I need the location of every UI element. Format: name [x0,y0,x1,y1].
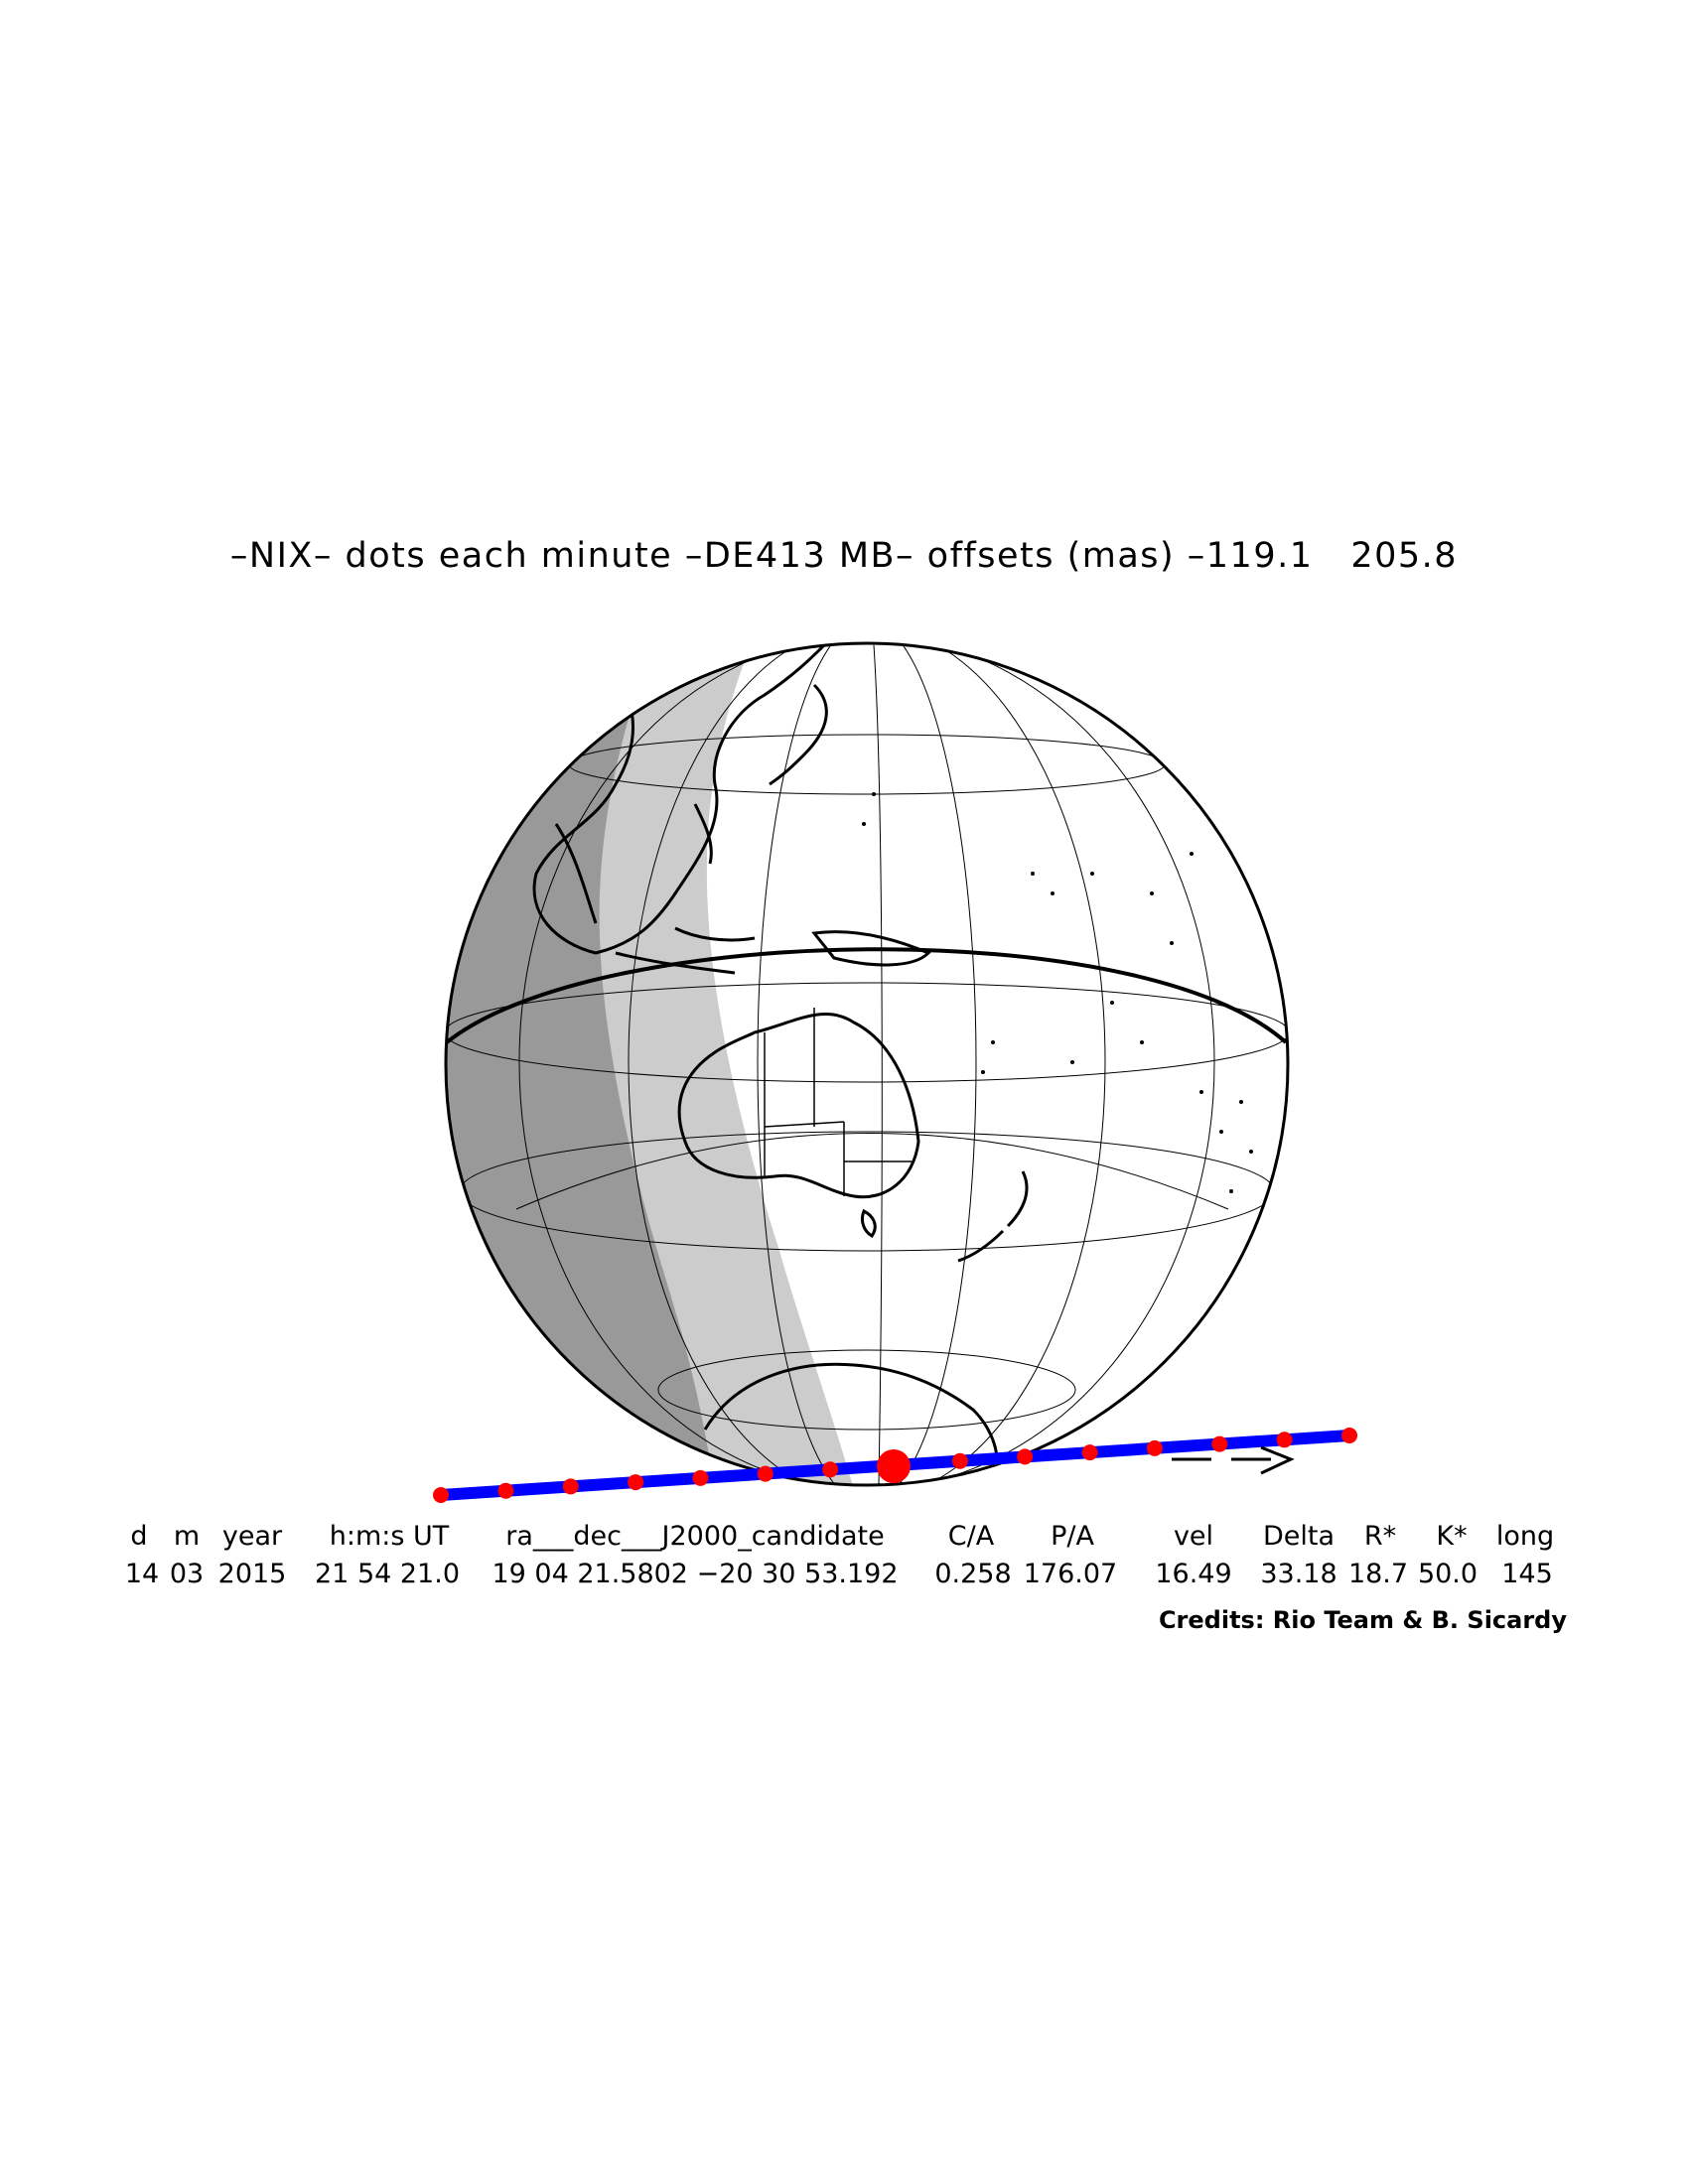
minute-dot [628,1474,644,1491]
minute-dot [1146,1439,1163,1456]
header-d: d [130,1521,148,1552]
header-vel: vel [1173,1521,1214,1552]
value-vel: 16.49 [1155,1559,1232,1589]
minute-dot [951,1452,968,1469]
header-long: long [1495,1521,1555,1552]
value-year: 2015 [217,1559,287,1589]
value-long: 145 [1501,1559,1553,1589]
minute-dot [433,1487,449,1503]
state-borders [764,1008,914,1196]
minute-dot [822,1461,839,1478]
header-m: m [173,1521,201,1552]
value-rstar: 18.7 [1347,1559,1409,1589]
header-ca: C/A [947,1521,995,1552]
value-pa: 176.07 [1023,1559,1118,1589]
equator-line [446,947,1288,1044]
closest-approach-dot [877,1449,911,1483]
parameter-header-row: d m year h:m:s UT ra___dec___J2000_candi… [0,1521,1688,1561]
value-d: 14 [124,1559,160,1589]
header-time: h:m:s UT [329,1521,450,1552]
minute-dots [433,1428,1357,1503]
day-night-shading [446,643,1288,1485]
minute-dot [1341,1428,1357,1443]
minute-dot [1276,1432,1293,1448]
value-delta: 33.18 [1260,1559,1337,1589]
value-radec: 19 04 21.5802 −20 30 53.192 [492,1559,899,1589]
header-pa: P/A [1051,1521,1094,1552]
minute-dot [562,1478,579,1495]
parameter-values-row: 14 03 2015 21 54 21.0 19 04 21.5802 −20 … [0,1559,1688,1598]
direction-arrow [1172,1445,1295,1475]
value-kstar: 50.0 [1417,1559,1478,1589]
pacific-islands [862,792,1253,1193]
header-radec: ra___dec___J2000_candidate [505,1521,885,1552]
value-m: 03 [169,1559,205,1589]
minute-dot [1081,1444,1098,1461]
header-rstar: R* [1363,1521,1397,1552]
minute-dot [757,1465,774,1482]
header-year: year [221,1521,283,1552]
credits: Credits: Rio Team & B. Sicardy [1158,1606,1567,1634]
value-time: 21 54 21.0 [315,1559,460,1589]
minute-dot [497,1482,514,1499]
minute-dot [1017,1448,1034,1465]
coastlines [532,643,1029,1475]
globe-outline [444,641,1290,1487]
plot-title: –NIX– dots each minute –DE413 MB– offset… [229,536,1459,576]
header-delta: Delta [1262,1521,1336,1552]
minute-dot [692,1469,709,1486]
value-ca: 0.258 [934,1559,1012,1589]
minute-dot [1211,1435,1228,1452]
header-kstar: K* [1436,1521,1468,1552]
